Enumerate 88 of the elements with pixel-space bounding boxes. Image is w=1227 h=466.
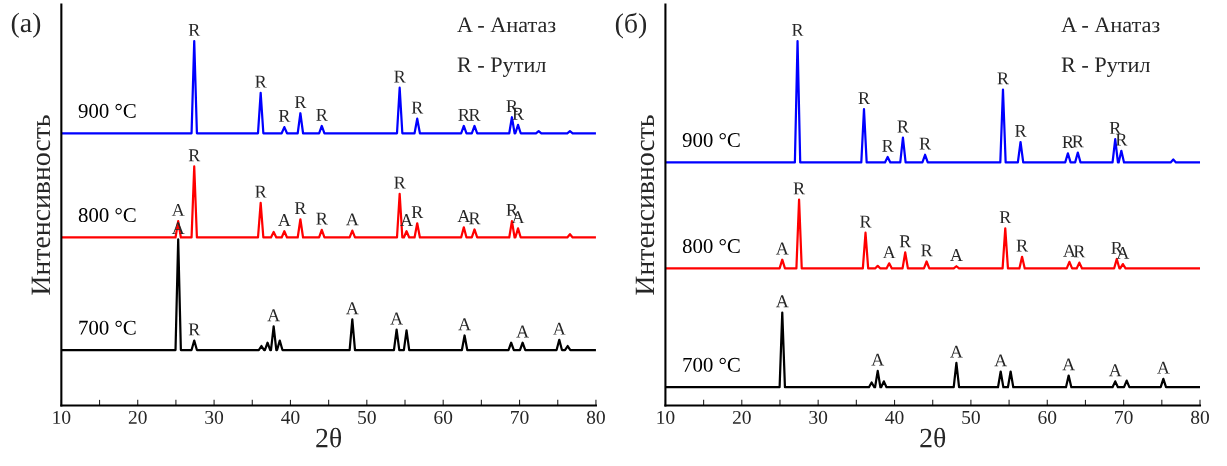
annotation: R: [858, 92, 870, 104]
y-axis-title: Интенсивность: [31, 115, 51, 295]
annotation: R: [899, 235, 912, 248]
annotation: R: [255, 185, 267, 198]
annotation: A: [345, 302, 359, 315]
chart-title: (б): [615, 12, 647, 39]
annotation: R: [997, 72, 1009, 85]
annotation: R: [469, 212, 481, 225]
annotation: R: [897, 120, 909, 133]
series-label: 700 °C: [79, 320, 136, 335]
annotation: R: [394, 176, 406, 189]
annotation: A: [994, 354, 1008, 367]
x-tick-label: 20: [732, 410, 751, 424]
annotation: R - Рутил: [1061, 57, 1150, 77]
series-label: 800 °C: [682, 239, 740, 254]
annotation: A: [390, 312, 403, 325]
x-tick-label: 10: [53, 410, 71, 424]
annotation: A: [775, 295, 789, 308]
annotation: A: [516, 325, 529, 338]
series-label: 800 °C: [78, 208, 136, 223]
annotation: R - Рутил: [457, 57, 546, 77]
annotation: R: [999, 211, 1012, 224]
annotation: R: [294, 202, 307, 215]
annotation: A: [457, 210, 471, 223]
annotation: A: [882, 246, 896, 259]
x-tick-label: 60: [1038, 410, 1057, 424]
annotation: A: [1062, 358, 1076, 371]
x-tick-label: 80: [586, 410, 605, 424]
annotation: R: [188, 323, 201, 336]
x-tick-label: 80: [1191, 410, 1209, 424]
chart-title: (a): [11, 12, 41, 38]
annotation: A: [552, 322, 566, 335]
annotation: R: [919, 137, 932, 150]
annotation: A: [171, 203, 185, 216]
annotation: R: [1016, 239, 1029, 252]
text: A - Анатаз: [457, 17, 556, 33]
annotation: A: [871, 353, 885, 366]
annotation: R: [1073, 245, 1086, 258]
annotation: R: [278, 110, 291, 122]
x-tick-label: 20: [128, 410, 147, 424]
annotation: R: [394, 70, 406, 83]
annotation: R: [1115, 133, 1128, 146]
annotation: R: [294, 96, 307, 108]
annotation: R: [469, 108, 481, 121]
annotation: R: [188, 24, 201, 36]
annotation: R: [921, 244, 933, 257]
annotation: A: [950, 249, 963, 262]
x-tick-label: 50: [358, 410, 376, 424]
annotation: R: [316, 212, 328, 225]
x-axis-title: 2θ: [920, 427, 946, 448]
x-tick-label: 30: [809, 410, 828, 424]
annotation: R: [882, 139, 894, 152]
annotation: A: [278, 214, 291, 227]
x-tick-label: 40: [885, 410, 904, 424]
annotation: A: [775, 242, 789, 255]
annotation: R: [1015, 124, 1027, 137]
annotation: R: [411, 101, 424, 114]
annotation: R: [255, 75, 267, 88]
annotation: R: [316, 108, 328, 121]
annotation: R: [411, 206, 424, 219]
annotation: R: [188, 149, 201, 162]
text: A - Анатаз: [1061, 17, 1160, 33]
x-tick-label: 40: [281, 410, 300, 424]
annotation: A: [345, 213, 359, 226]
x-axis-title: 2θ: [316, 427, 342, 448]
annotation: A: [267, 309, 281, 322]
series-label: 900 °C: [682, 133, 740, 148]
x-tick-label: 10: [657, 410, 675, 424]
series-label: 700 °C: [683, 357, 740, 372]
x-tick-label: 50: [962, 410, 980, 424]
annotation: R: [860, 215, 872, 228]
x-tick-label: 60: [434, 410, 453, 424]
annotation: R: [1109, 122, 1122, 134]
x-tick-label: 30: [205, 410, 224, 424]
annotation: R: [793, 182, 806, 195]
annotation: A: [950, 345, 963, 358]
annotation: R: [792, 24, 804, 36]
annotation: R: [458, 108, 470, 121]
annotation: A: [458, 318, 471, 331]
annotation: A: [1157, 361, 1170, 374]
series-label: 900 °C: [78, 103, 136, 118]
annotation: A: [1063, 244, 1076, 257]
annotation: R: [1072, 135, 1084, 148]
annotation: R: [1062, 136, 1074, 149]
x-tick-label: 70: [511, 410, 529, 424]
annotation: A: [1108, 364, 1122, 377]
x-tick-label: 70: [1115, 410, 1133, 424]
y-axis-title: Интенсивность: [635, 115, 655, 295]
